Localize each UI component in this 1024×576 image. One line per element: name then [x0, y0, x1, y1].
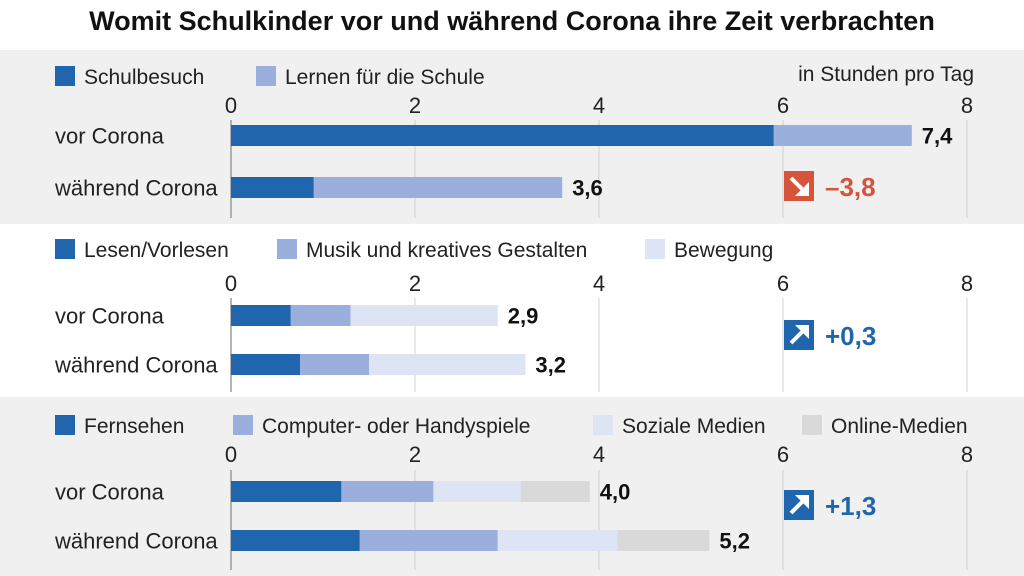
bar-segment [231, 125, 774, 146]
total-label: 5,2 [719, 529, 750, 554]
bar-segment [350, 305, 498, 326]
legend-label: Lesen/Vorlesen [84, 239, 229, 262]
tick-label: 8 [961, 442, 973, 467]
bar-segment [290, 305, 351, 326]
arrow-down-right-icon [784, 171, 814, 201]
total-label: 2,9 [508, 304, 539, 329]
tick-label: 4 [593, 271, 605, 296]
legend-label: Schulbesuch [84, 66, 204, 89]
tick-label: 0 [225, 442, 237, 467]
legend-label: Musik und kreatives Gestalten [306, 239, 587, 262]
bar-segment [520, 481, 590, 502]
bar-segment [231, 177, 314, 198]
change-label: –3,8 [825, 172, 876, 202]
tick-label: 6 [777, 93, 789, 118]
total-label: 7,4 [922, 124, 953, 149]
legend-label: Bewegung [674, 239, 773, 262]
legend-swatch [256, 66, 276, 86]
arrow-up-right-icon [784, 320, 814, 350]
tick-label: 0 [225, 93, 237, 118]
legend-label: Computer- oder Handyspiele [262, 415, 530, 438]
legend-label: Online-Medien [831, 415, 968, 438]
bar-segment [773, 125, 912, 146]
total-label: 3,6 [572, 176, 603, 201]
tick-label: 8 [961, 93, 973, 118]
bar-segment [369, 354, 526, 375]
category-label: vor Corona [55, 480, 165, 505]
legend-swatch [593, 415, 613, 435]
total-label: 4,0 [600, 480, 631, 505]
bar-segment [359, 530, 498, 551]
legend-swatch [645, 239, 665, 259]
bar-segment [231, 305, 291, 326]
category-label: während Corona [54, 353, 218, 378]
tick-label: 8 [961, 271, 973, 296]
change-label: +1,3 [825, 491, 876, 521]
tick-label: 6 [777, 442, 789, 467]
bar-segment [300, 354, 369, 375]
total-label: 3,2 [535, 353, 566, 378]
category-label: während Corona [54, 529, 218, 554]
bar-segment [231, 481, 342, 502]
tick-label: 4 [593, 442, 605, 467]
tick-label: 0 [225, 271, 237, 296]
legend-swatch [277, 239, 297, 259]
legend-label: Lernen für die Schule [285, 66, 485, 89]
arrow-up-right-icon [784, 490, 814, 520]
panel-2: 0 2 4 6 8 Lesen/Vorlesen Musik und kreatives G… [0, 228, 1024, 393]
tick-label: 2 [409, 271, 421, 296]
panel-3: 0 2 4 6 8 Fernsehen Computer- oder Handyspiele… [0, 397, 1024, 576]
legend-swatch [55, 66, 75, 86]
bar-segment [231, 530, 360, 551]
legend-label: Soziale Medien [622, 415, 766, 438]
bar-segment [231, 354, 300, 375]
bar-segment [617, 530, 710, 551]
change-label: +0,3 [825, 321, 876, 351]
category-label: während Corona [54, 176, 218, 201]
legend-swatch [55, 415, 75, 435]
unit-label: in Stunden pro Tag [798, 63, 974, 86]
bar-segment [313, 177, 563, 198]
tick-label: 4 [593, 93, 605, 118]
bar-segment [433, 481, 521, 502]
legend-swatch [55, 239, 75, 259]
legend-swatch [802, 415, 822, 435]
bar-segment [341, 481, 434, 502]
tick-label: 6 [777, 271, 789, 296]
category-label: vor Corona [55, 124, 165, 149]
tick-label: 2 [409, 93, 421, 118]
chart-title: Womit Schulkinder vor und während Corona… [89, 6, 935, 36]
legend-label: Fernsehen [84, 415, 184, 438]
tick-label: 2 [409, 442, 421, 467]
panel-1: 0 2 4 6 8 Schulbesuch Lernen für die Schule in … [0, 50, 1024, 224]
category-label: vor Corona [55, 304, 165, 329]
legend-swatch [233, 415, 253, 435]
bar-segment [497, 530, 618, 551]
